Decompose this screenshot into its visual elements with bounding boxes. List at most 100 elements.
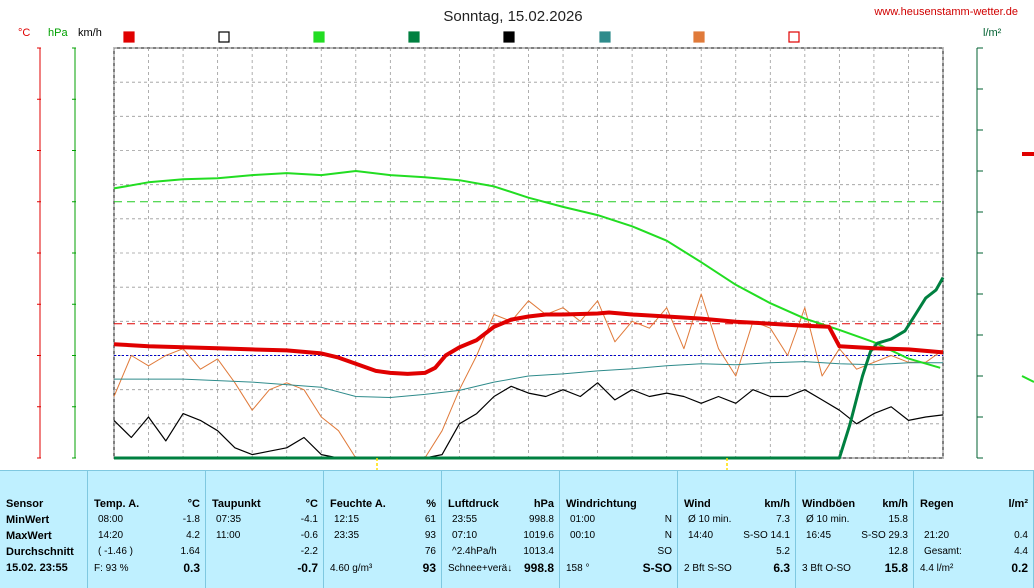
row-label: MinWert [6,514,50,526]
stat-time: 01:00 [570,514,596,525]
stat-value: 12.8 [888,546,908,557]
row-label: MaxWert [6,530,52,542]
stats-column: Sensor MinWert MaxWert Durchschnitt 15.02. 2… [0,471,88,588]
legend-swatch [599,31,611,43]
stat-value: 4.2 [186,530,200,541]
stat-time: 14:20 [98,530,124,541]
current-value: S-SO [642,561,672,575]
current-value: 15.8 [884,561,908,575]
legend-swatch [693,31,705,43]
chart-title: Sonntag, 15.02.2026 [443,8,582,25]
row-label: Durchschnitt [6,546,74,558]
stat-time: 08:00 [98,514,124,525]
stats-column: Taupunkt °C 07:35 -4.1 11:00 -0.6 -2.2 -0.7 [206,471,324,588]
stat-time: 12:15 [334,514,360,525]
stat-time: 21:20 [924,530,950,541]
unit-wind: km/h [78,27,102,39]
unit-rain: l/m² [983,27,1002,39]
series-line-windb-en [113,293,944,459]
column-header: Luftdruck [448,498,499,510]
stat-value: -4.1 [300,514,318,525]
stat-time: 07:10 [452,530,478,541]
column-header: Windrichtung [566,498,637,510]
stat-time: 23:55 [452,514,478,525]
stat-value: 998.8 [528,514,554,525]
series-line-luftdruck [113,170,941,369]
stat-value: 93 [424,530,436,541]
stat-time: ^2.4hPa/h [452,546,497,557]
series-line-taupunkt [114,361,943,398]
stat-time: 16:45 [806,530,832,541]
column-unit: km/h [882,498,908,510]
stat-value: 5.2 [776,546,790,557]
stat-value: S-SO 29.3 [861,530,908,541]
current-value: 998.8 [523,561,554,575]
stat-value: 1.64 [180,546,200,557]
column-header: Regen [920,498,954,510]
stat-time: 14:40 [688,530,714,541]
legend-swatch [408,31,420,43]
current-value: 93 [422,561,436,575]
unit-pressure: hPa [48,27,68,39]
column-header: Temp. A. [94,498,140,510]
stat-time: 00:10 [570,530,596,541]
column-header: Sensor [6,498,44,510]
series-layer [113,170,945,460]
stat-time: Ø 10 min. [688,514,732,525]
stat-value: N [664,530,672,541]
stat-time: 23:35 [334,530,360,541]
current-value: -0.7 [297,561,318,575]
stat-time: ( -1.46 ) [98,546,134,557]
legend-swatch [123,31,135,43]
stat-value: -2.2 [300,546,318,557]
axes [37,47,1034,470]
stats-column: Feuchte A.% 12:15 61 23:35 93 76 4.60 g/m³ 93 [324,471,442,588]
stat-value: 1013.4 [523,546,554,557]
stat-value: 61 [424,514,436,525]
column-unit: °C [305,498,318,510]
stat-time: Gesamt: [924,546,962,557]
column-unit: °C [187,498,200,510]
current-value: 0.3 [183,561,200,575]
current-value: 0.2 [1011,561,1028,575]
footer-timestamp: 15.02. 23:55 [6,562,68,574]
footer-note: 4.4 l/m² [920,563,954,574]
stat-value: N [664,514,672,525]
column-unit: % [426,498,436,510]
legend [123,31,800,43]
stats-column: Wind km/h Ø 10 min. 7.3 14:40 S-SO 14.1 5.2 2 B… [678,471,796,588]
stat-value: -1.8 [182,514,200,525]
grid [113,47,944,459]
source-link[interactable]: www.heusenstamm-wetter.de [873,6,1018,18]
footer-note: F: 93 % [94,563,129,574]
current-temp-marker [1022,152,1034,156]
stat-value: 4.4 [1014,546,1028,557]
stat-time: 11:00 [216,530,241,541]
current-pressure-marker [1021,375,1034,383]
stats-column: Regen l/m² 21:20 0.4 Gesamt: 4.4 4.4 l/m² 0.2 [914,471,1034,588]
stats-table: Sensor MinWert MaxWert Durchschnitt 15.02. 2… [0,470,1034,588]
stat-value: -0.6 [300,530,318,541]
stats-column: Windrichtung 01:00 N 00:10 N SO 158 ° S-SO [560,471,678,588]
series-line-temp-a- [113,310,944,376]
series-line-regen [114,276,945,460]
stat-value: 0.4 [1014,530,1028,541]
stat-time: 07:35 [216,514,242,525]
stat-value: 15.8 [888,514,908,525]
stat-value: S-SO 14.1 [743,530,790,541]
column-unit: km/h [764,498,790,510]
stat-time: Ø 10 min. [806,514,850,525]
series-line-wind [113,382,944,459]
footer-note: Schnee+verä↓ [448,563,513,574]
weather-chart: Sonntag, 15.02.2026 www.heusenstamm-wett… [18,6,1034,470]
column-unit: hPa [533,498,554,510]
legend-swatch [788,31,800,43]
footer-note: 3 Bft O-SO [802,563,851,574]
legend-swatch [503,31,515,43]
legend-swatch [313,31,325,43]
column-unit: l/m² [1008,498,1028,510]
footer-note: 2 Bft S-SO [684,563,732,574]
footer-note: 158 ° [566,563,590,574]
stat-value: 1019.6 [523,530,554,541]
stats-column: Luftdruck hPa 23:55 998.8 07:10 1019.6 ^2.4hPa… [442,471,560,588]
